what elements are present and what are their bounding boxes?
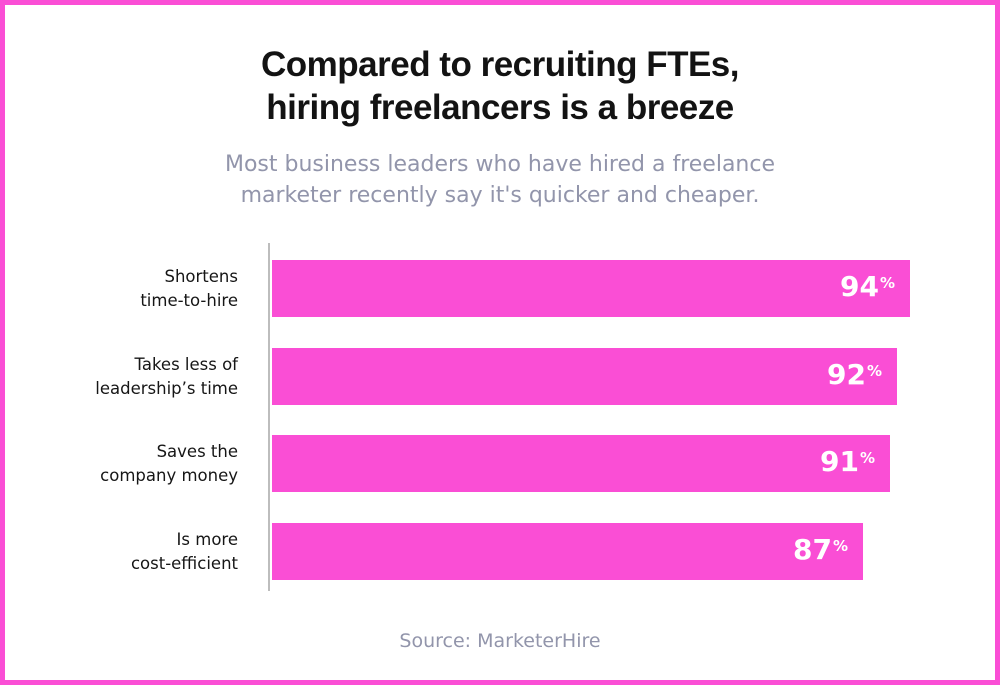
chart-title: Compared to recruiting FTEs, hiring free… [261, 45, 740, 127]
bar: 92% [272, 348, 897, 405]
bar-row: Is more cost-efficient 87% [5, 523, 995, 580]
percent-sign: % [832, 536, 848, 555]
bar-row: Shortens time-to-hire 94% [5, 260, 995, 317]
source-caption: Source: MarketerHire [399, 630, 601, 652]
value-label: 94% [840, 269, 895, 303]
y-axis-line [268, 243, 270, 591]
bar: 91% [272, 435, 890, 492]
bar-row: Takes less of leadership’s time 92% [5, 348, 995, 405]
category-label: Is more cost-efficient [130, 529, 238, 573]
bar-chart: Shortens time-to-hire 94% Takes less of le… [5, 5, 995, 680]
category-label: Shortens time-to-hire [140, 266, 238, 310]
chart-subtitle: Most business leaders who have hired a f… [224, 152, 776, 208]
bar: 87% [272, 523, 863, 580]
bar-row: Saves the company money 91% [5, 435, 995, 492]
category-label: Takes less of leadership’s time [95, 354, 238, 398]
percent-sign: % [866, 361, 882, 380]
value-label: 91% [820, 444, 875, 478]
percent-sign: % [859, 448, 875, 467]
category-label: Saves the company money [100, 441, 238, 485]
value-label: 92% [827, 357, 882, 391]
value-label: 87% [793, 532, 848, 566]
percent-sign: % [879, 273, 895, 292]
bar: 94% [272, 260, 910, 317]
